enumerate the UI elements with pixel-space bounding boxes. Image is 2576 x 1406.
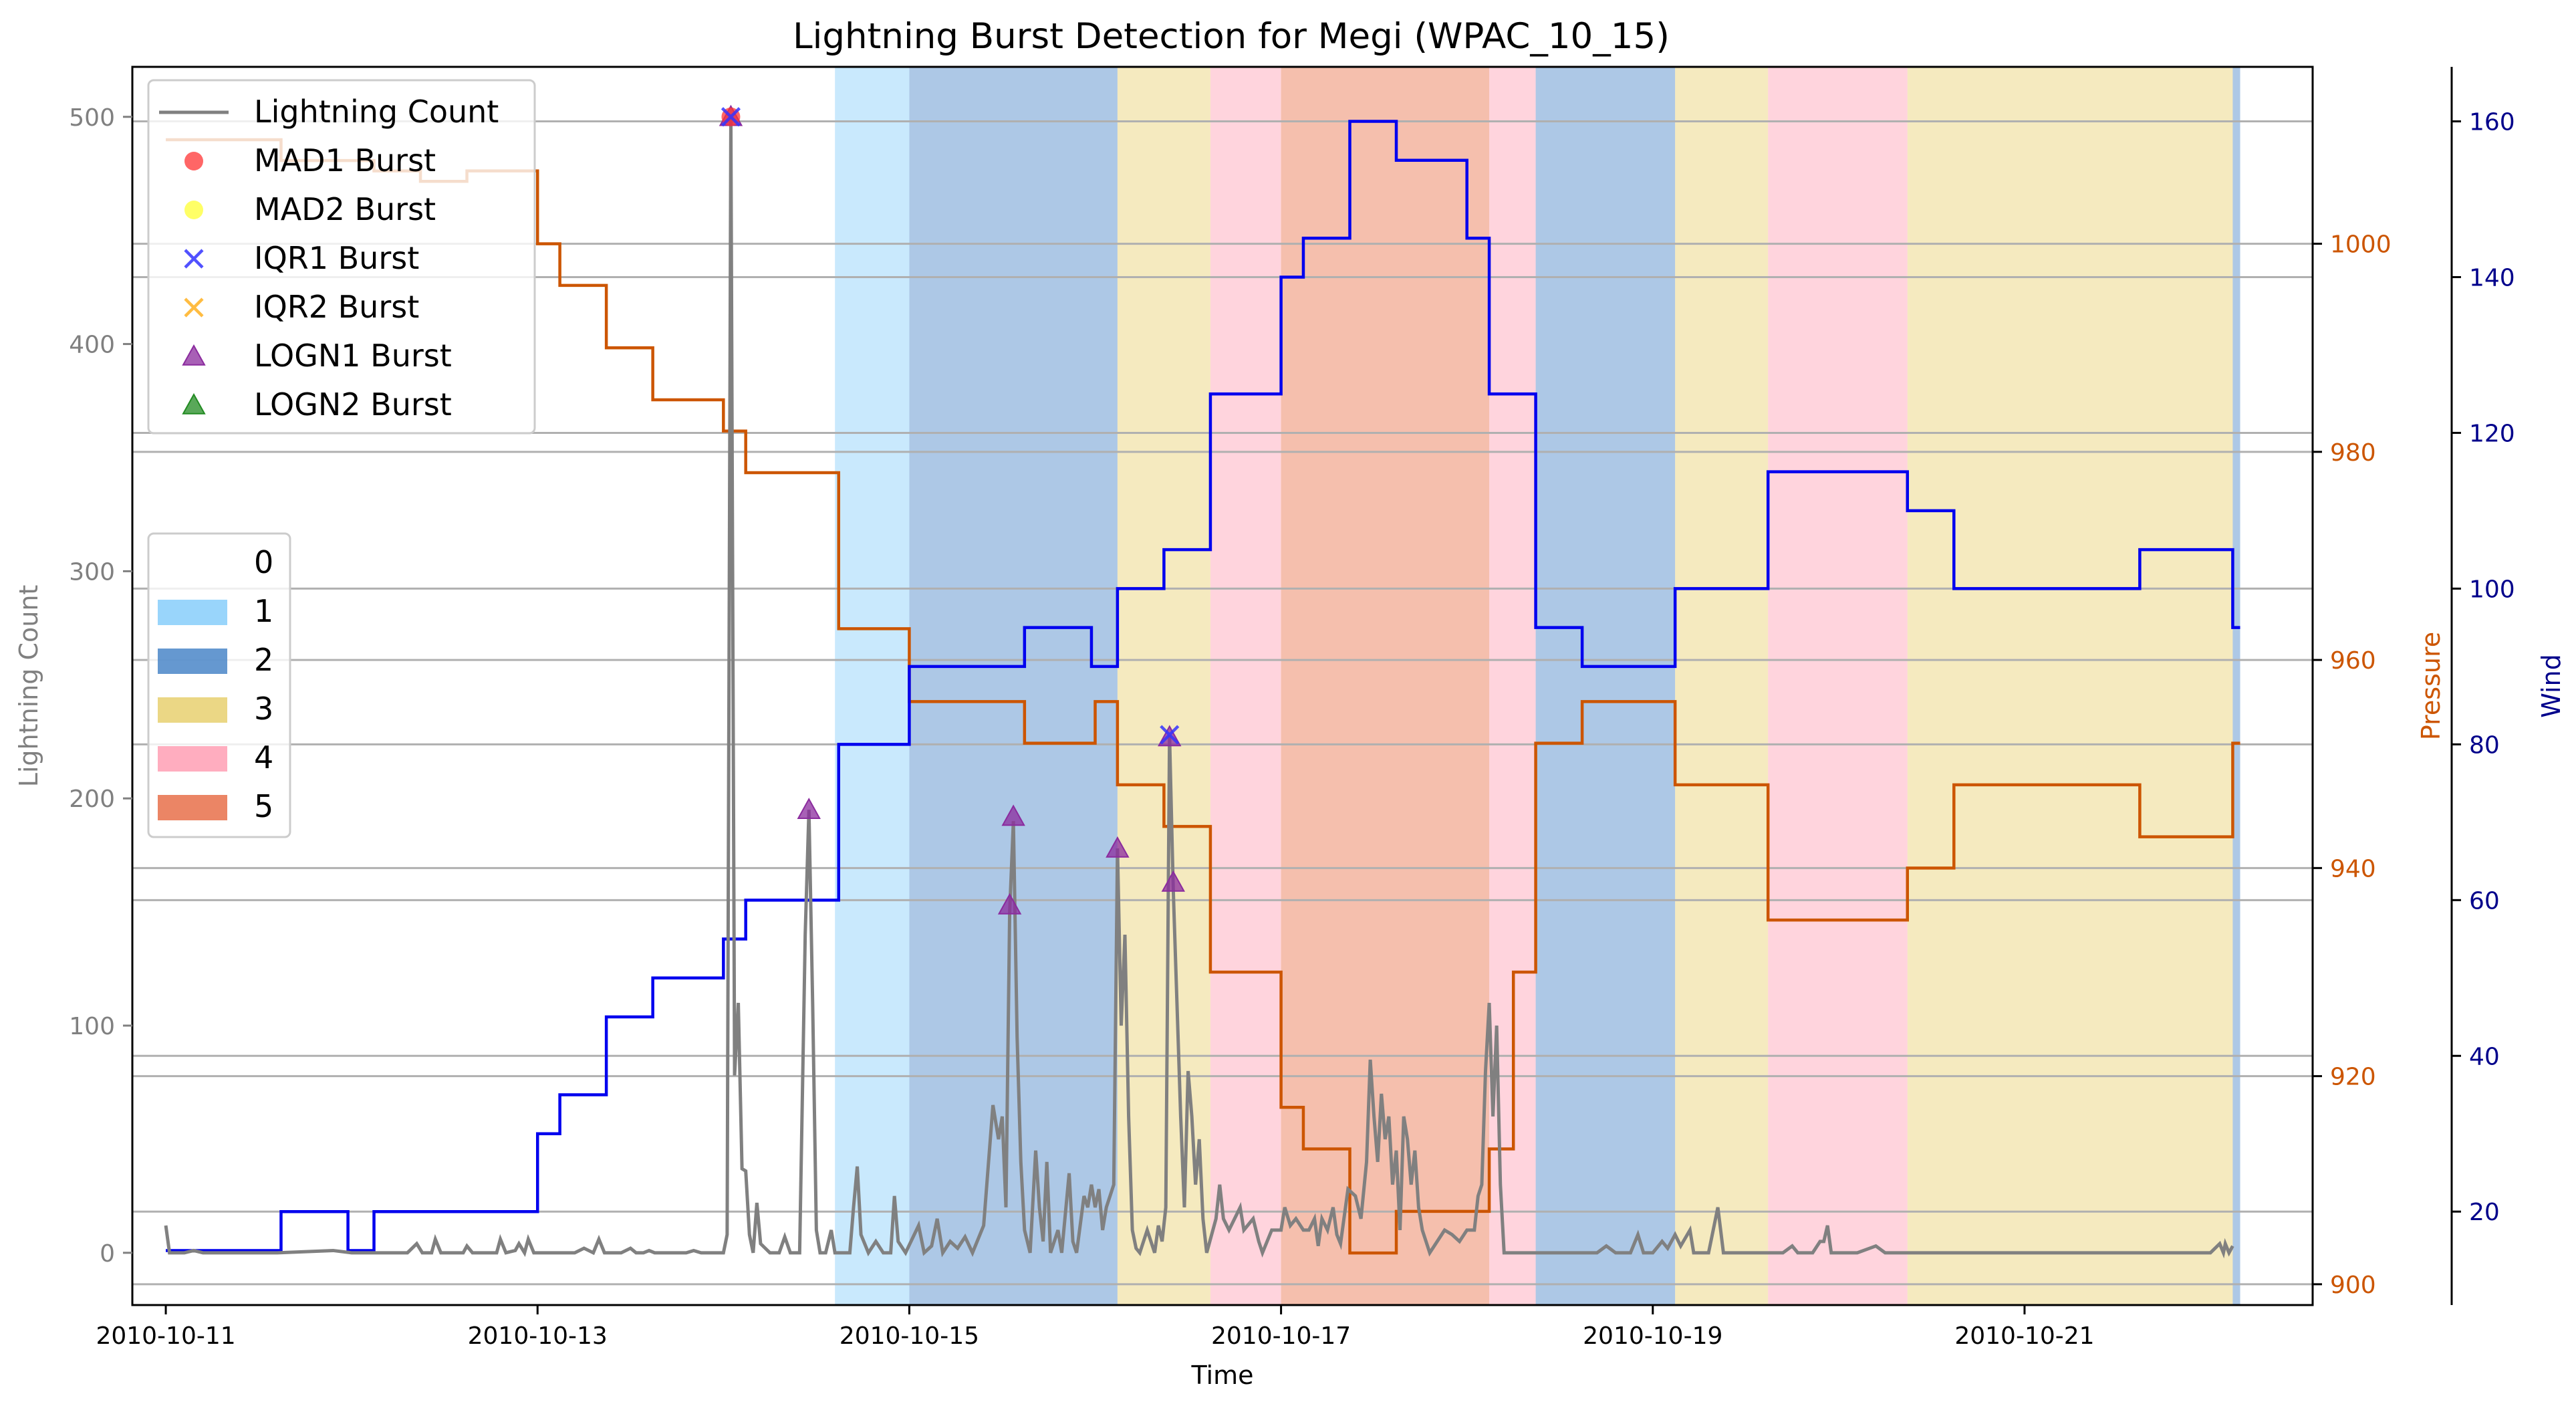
y-wind-tick-label: 140: [2469, 264, 2515, 291]
category-span-4: [1768, 67, 1908, 1305]
legend-category-label: 0: [254, 544, 273, 580]
y-left-tick-label: 0: [100, 1240, 115, 1268]
y-left-tick-label: 100: [69, 1013, 115, 1040]
logn1-burst-marker: [797, 798, 821, 819]
legend-series-box: [147, 79, 536, 435]
pressure-line: [166, 138, 2240, 1255]
legend-category-swatch: [158, 649, 227, 674]
legend-category-label: 1: [254, 593, 273, 629]
legend-category-label: 5: [254, 788, 273, 824]
y-left-tick-label: 400: [69, 332, 115, 359]
y-left-tick-label: 300: [69, 558, 115, 586]
y-axis-label-left: Lightning Count: [14, 585, 43, 788]
category-span-2: [2232, 67, 2240, 1305]
x-axis-label: Time: [1191, 1361, 1254, 1390]
category-span-3: [1907, 67, 2233, 1305]
plot-frame: [131, 66, 2314, 1306]
legend-triangle-swatch: [182, 392, 206, 415]
logn1-burst-marker: [1161, 870, 1186, 892]
legend-category-swatch: [158, 795, 227, 820]
y-axis-label-pressure: Pressure: [2416, 632, 2446, 740]
legend-categories: 0 1 2 3 4 5: [147, 532, 291, 838]
legend-category-swatch: [158, 746, 227, 772]
category-span-4: [1210, 67, 1281, 1305]
y-pressure-tick-label: 960: [2330, 647, 2376, 675]
y-axis-label-wind: Wind: [2537, 654, 2566, 718]
chart-title: Lightning Burst Detection for Megi (WPAC…: [793, 16, 1670, 57]
category-span-3: [1675, 67, 1769, 1305]
category-spans: [835, 67, 2240, 1305]
legend-x-swatch: [184, 298, 204, 318]
y-wind-tick-label: 40: [2469, 1043, 2500, 1070]
wind-line: [166, 120, 2240, 1252]
y-pressure-tick-label: 1000: [2330, 231, 2392, 259]
legend-circle-swatch: [184, 201, 203, 219]
y-pressure-tick-label: 940: [2330, 855, 2376, 883]
legend-category-swatch: [158, 600, 227, 625]
legend-x-swatch: [184, 249, 204, 269]
y-pressure-tick-label: 980: [2330, 439, 2376, 467]
y-wind-tick-label: 160: [2469, 109, 2515, 136]
legend-series-label: LOGN1 Burst: [254, 338, 452, 374]
legend-category-label: 2: [254, 642, 273, 678]
legend-series: Lightning Count MAD1 Burst MAD2 Burst IQR1 …: [147, 79, 536, 435]
legend-series-label: MAD2 Burst: [254, 191, 436, 227]
iqr1-burst-marker: [1160, 725, 1180, 745]
legend-series-label: IQR1 Burst: [254, 240, 419, 276]
legend-series-label: Lightning Count: [254, 94, 499, 130]
lightning-count-line: [164, 116, 2234, 1259]
y-wind-tick-label: 60: [2469, 887, 2500, 915]
x-tick-label: 2010-10-15: [840, 1322, 979, 1350]
category-span-1: [835, 67, 910, 1305]
category-span-3: [1117, 67, 1210, 1305]
category-span-2: [1535, 67, 1676, 1305]
x-tick-label: 2010-10-19: [1583, 1322, 1722, 1350]
legend-series-label: IQR2 Burst: [254, 289, 419, 325]
legend-circle-swatch: [184, 152, 203, 170]
y-left-tick-label: 500: [69, 104, 115, 132]
legend-series-label: LOGN2 Burst: [254, 386, 452, 423]
logn1-burst-marker: [997, 893, 1022, 915]
x-tick-label: 2010-10-21: [1954, 1322, 2094, 1350]
legend-category-label: 4: [254, 739, 273, 776]
legend-category-swatch: [158, 697, 227, 723]
y-pressure-tick-label: 900: [2330, 1272, 2376, 1299]
y-wind-tick-label: 100: [2469, 576, 2515, 603]
series-lines: [164, 116, 2240, 1259]
category-span-5: [1281, 67, 1490, 1305]
logn1-burst-marker: [1001, 804, 1025, 826]
legend-triangle-swatch: [182, 344, 206, 366]
y-pressure-tick-label: 920: [2330, 1064, 2376, 1091]
x-tick-label: 2010-10-17: [1211, 1322, 1351, 1350]
iqr1-burst-marker: [721, 107, 741, 127]
y-wind-tick-label: 80: [2469, 731, 2500, 759]
axes: 2010-10-11 2010-10-13 2010-10-15 2010-10-17…: [69, 67, 2515, 1350]
x-tick-label: 2010-10-11: [96, 1322, 235, 1350]
x-tick-label: 2010-10-13: [468, 1322, 608, 1350]
logn1-burst-marker: [1106, 836, 1130, 858]
y-wind-tick-label: 20: [2469, 1199, 2500, 1226]
legend-series-label: MAD1 Burst: [254, 142, 436, 179]
y-wind-tick-label: 120: [2469, 420, 2515, 447]
y-left-tick-label: 200: [69, 786, 115, 813]
legend-category-label: 3: [254, 691, 273, 727]
burst-markers: [719, 104, 1186, 915]
category-span-2: [909, 67, 1118, 1305]
